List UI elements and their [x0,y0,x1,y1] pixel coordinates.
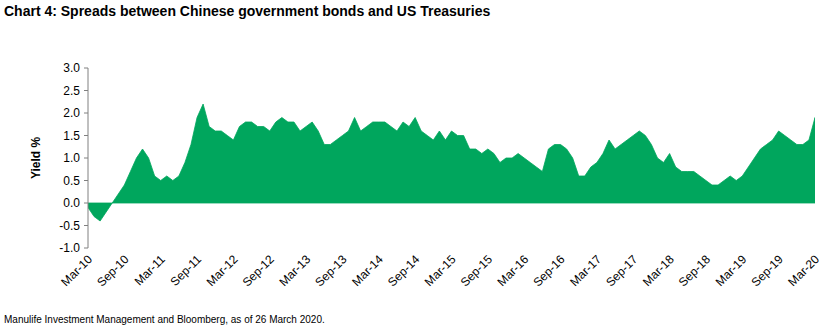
y-tick-label: 2.5 [63,84,80,98]
y-tick [84,248,88,249]
x-tick-label: Sep-19 [749,252,786,289]
y-tick [84,180,88,181]
x-tick-label: Mar-16 [495,252,532,289]
y-tick [84,90,88,91]
y-tick-label: 0.0 [63,196,80,210]
y-tick-label: -1.0 [59,241,80,255]
x-tick-label: Mar-12 [204,252,241,289]
area [88,104,815,221]
x-tick-label: Sep-15 [458,252,495,289]
title: Chart 4: Spreads between Chinese governm… [4,3,490,19]
y-tick [84,135,88,136]
y-tick-label: 0.5 [63,174,80,188]
x-tick-label: Sep-11 [168,252,205,289]
y-tick [84,68,88,69]
y-tick-label: 1.0 [63,151,80,165]
x-tick-label: Sep-13 [312,252,349,289]
x-tick-label: Mar-14 [349,252,386,289]
y-tick-label: 3.0 [63,61,80,75]
x-tick-label: Sep-18 [676,252,713,289]
x-tick-label: Sep-17 [603,252,640,289]
y-tick [84,225,88,226]
x-tick-label: Mar-19 [713,252,750,289]
y-tick-label: 1.5 [63,129,80,143]
y-tick [84,113,88,114]
x-tick-label: Mar-17 [567,252,604,289]
x-tick-label: Mar-10 [58,252,95,289]
y-axis-label: Yield % [29,137,43,180]
x-tick-label: Sep-14 [385,252,422,289]
x-tick-label: Sep-12 [240,252,277,289]
x-tick-label: Sep-16 [530,252,567,289]
x-tick-label: Mar-18 [640,252,677,289]
plot-area [88,104,815,221]
y-axis-line [88,68,89,248]
x-tick-label: Mar-20 [785,252,822,289]
y-tick [84,203,88,204]
x-tick-label: Mar-11 [132,252,168,288]
x-tick-label: Mar-15 [422,252,459,289]
x-tick-label: Mar-13 [276,252,313,289]
y-tick-label: 2.0 [63,106,80,120]
chart: Chart 4: Spreads between Chinese governm… [0,0,829,331]
source: Manulife Investment Management and Bloom… [4,314,325,325]
x-tick-label: Sep-10 [94,252,131,289]
y-tick-label: -0.5 [59,219,80,233]
y-tick [84,158,88,159]
